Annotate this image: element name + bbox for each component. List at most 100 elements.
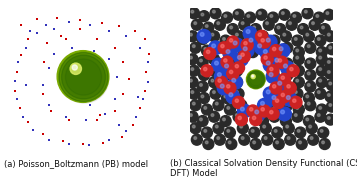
Point (116, 124, 122, 127)
Circle shape (283, 95, 286, 98)
Circle shape (261, 53, 273, 65)
Circle shape (212, 91, 215, 94)
Circle shape (227, 107, 230, 109)
Circle shape (240, 125, 242, 128)
Circle shape (232, 62, 245, 74)
Circle shape (259, 42, 270, 53)
Circle shape (188, 65, 200, 76)
Point (40, 92, 46, 95)
Circle shape (315, 88, 326, 99)
Circle shape (197, 29, 211, 43)
Circle shape (252, 107, 266, 121)
Circle shape (260, 47, 274, 60)
Circle shape (223, 84, 225, 86)
Point (66, 118, 71, 121)
Circle shape (323, 9, 335, 20)
Point (95, 38, 100, 41)
Circle shape (233, 111, 244, 122)
Circle shape (296, 68, 298, 70)
Circle shape (319, 49, 322, 52)
Circle shape (285, 84, 287, 86)
Circle shape (316, 77, 327, 88)
Circle shape (293, 15, 296, 17)
Circle shape (281, 61, 294, 75)
Circle shape (303, 93, 315, 104)
Point (63, 38, 69, 41)
Circle shape (190, 100, 201, 111)
Circle shape (325, 91, 336, 102)
Circle shape (201, 95, 204, 98)
Circle shape (316, 47, 327, 57)
Circle shape (201, 13, 204, 16)
Point (92, 49, 97, 52)
Circle shape (329, 82, 332, 85)
Circle shape (221, 44, 224, 48)
Circle shape (281, 93, 291, 104)
Point (15, 61, 21, 64)
Circle shape (293, 54, 304, 65)
Circle shape (317, 38, 320, 40)
Circle shape (201, 72, 204, 75)
Circle shape (278, 81, 282, 85)
Circle shape (316, 54, 327, 65)
Point (23, 84, 29, 87)
Circle shape (267, 108, 279, 120)
Circle shape (197, 81, 208, 92)
Circle shape (239, 19, 250, 30)
Circle shape (236, 114, 238, 116)
Circle shape (208, 54, 220, 65)
Point (12, 89, 18, 92)
Point (120, 92, 126, 95)
Circle shape (60, 54, 109, 103)
Circle shape (201, 127, 212, 138)
Circle shape (187, 54, 198, 65)
Circle shape (230, 38, 244, 52)
Circle shape (281, 12, 284, 15)
Point (116, 25, 122, 28)
Circle shape (222, 93, 232, 104)
Circle shape (275, 78, 288, 92)
Circle shape (258, 12, 261, 15)
Text: (b) Classical Solvation Density Functional (CS-
DFT) Model: (b) Classical Solvation Density Function… (170, 159, 357, 178)
Circle shape (250, 24, 261, 35)
Circle shape (235, 64, 238, 68)
Circle shape (287, 85, 290, 88)
Point (140, 98, 146, 101)
Circle shape (59, 53, 108, 101)
Point (137, 46, 143, 49)
Circle shape (295, 38, 297, 40)
Circle shape (276, 141, 278, 144)
Circle shape (250, 49, 253, 52)
Circle shape (285, 134, 296, 145)
Circle shape (212, 44, 216, 48)
Circle shape (322, 141, 325, 144)
Circle shape (190, 114, 192, 116)
Circle shape (308, 134, 319, 145)
Circle shape (198, 93, 210, 104)
Point (145, 81, 151, 84)
Point (112, 46, 117, 49)
Circle shape (236, 12, 238, 15)
Circle shape (272, 55, 286, 69)
Circle shape (226, 139, 237, 149)
Circle shape (284, 82, 296, 94)
Circle shape (233, 31, 244, 42)
Circle shape (217, 81, 231, 95)
Circle shape (273, 107, 276, 109)
Circle shape (269, 93, 283, 106)
Circle shape (319, 107, 322, 109)
Circle shape (206, 50, 210, 53)
Circle shape (247, 105, 259, 117)
Circle shape (232, 65, 242, 76)
Point (46, 104, 51, 107)
Circle shape (316, 65, 327, 76)
Circle shape (327, 61, 330, 63)
Circle shape (211, 56, 214, 59)
Circle shape (70, 63, 81, 74)
Point (40, 84, 46, 87)
Circle shape (197, 57, 208, 68)
Circle shape (316, 15, 319, 17)
Circle shape (208, 77, 220, 88)
Circle shape (191, 68, 194, 70)
Circle shape (220, 70, 231, 81)
